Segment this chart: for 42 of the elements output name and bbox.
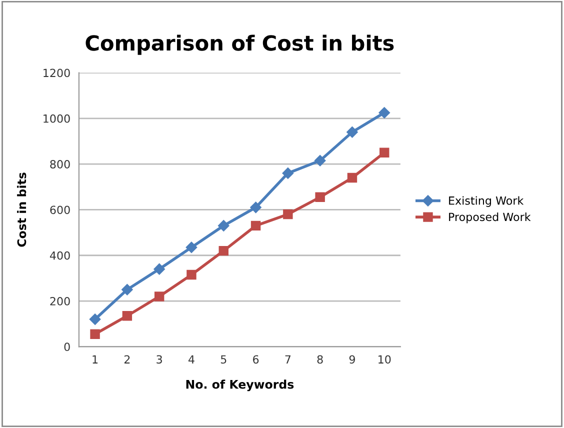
point: [380, 148, 390, 158]
y-tick-label: 200: [50, 297, 70, 306]
x-axis-title: No. of Keywords: [186, 380, 294, 392]
chart-title: Comparison of Cost in bits: [86, 34, 394, 55]
point: [154, 263, 165, 275]
x-tick-label: 6: [253, 355, 259, 364]
point: [282, 168, 294, 179]
point: [154, 292, 164, 302]
x-tick-label: 4: [188, 355, 194, 364]
x-tick-label: 7: [285, 355, 291, 364]
legend-label: Proposed Work: [449, 212, 531, 224]
point: [122, 311, 132, 321]
x-tick-label: 10: [378, 355, 391, 364]
point: [186, 270, 196, 280]
point: [314, 155, 326, 166]
y-tick-label: 1200: [44, 68, 70, 78]
y-axis-title: Cost in bits: [17, 172, 26, 247]
point: [250, 202, 262, 214]
point: [89, 314, 101, 325]
y-tick-label: 1000: [44, 114, 70, 123]
point: [378, 107, 390, 118]
point: [250, 220, 261, 231]
x-tick-label: 1: [92, 355, 98, 364]
y-tick-label: 400: [50, 251, 70, 260]
point: [186, 242, 198, 253]
x-tick-label: 3: [156, 355, 162, 364]
point: [122, 284, 133, 296]
y-tick-label: 600: [50, 206, 70, 214]
point: [347, 172, 358, 183]
x-tick-label: 9: [349, 355, 355, 364]
point: [218, 220, 230, 232]
legend-label: Existing Work: [449, 196, 524, 207]
point: [283, 209, 293, 220]
point: [90, 329, 100, 339]
point: [346, 126, 358, 138]
point: [315, 192, 325, 202]
y-tick-label: 0: [64, 342, 70, 352]
y-tick-label: 800: [50, 160, 70, 168]
x-tick-label: 5: [220, 355, 226, 364]
point: [218, 246, 228, 256]
x-tick-label: 8: [317, 355, 323, 364]
x-tick-label: 2: [124, 355, 130, 364]
